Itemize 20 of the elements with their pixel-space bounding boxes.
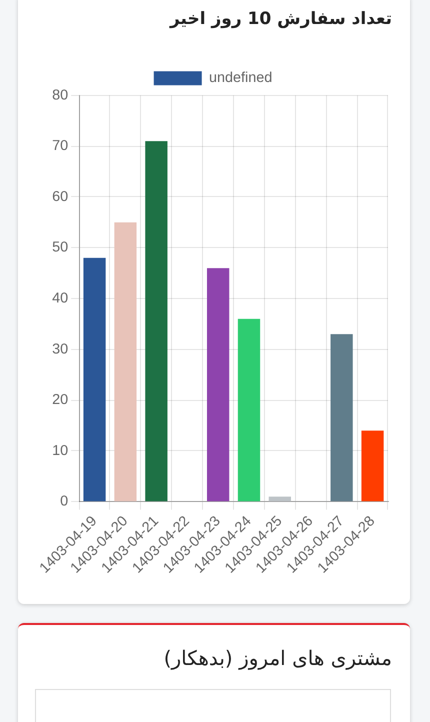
y-tick-label: 20 — [52, 392, 68, 408]
y-tick-label: 60 — [52, 188, 68, 205]
y-tick-label: 70 — [52, 138, 68, 154]
y-tick-label: 30 — [52, 341, 68, 358]
text: مشتری های امروز (بدهکار) — [164, 646, 392, 670]
bar — [361, 430, 384, 502]
y-tick-label: 50 — [52, 240, 68, 256]
chart-title: تعداد سفارش 10 روز اخیر — [170, 9, 392, 29]
y-tick-label: 80 — [52, 87, 68, 104]
y-tick-label: 0 — [60, 494, 68, 510]
y-tick-label: 10 — [52, 442, 68, 459]
bar — [145, 141, 168, 502]
bar — [114, 222, 137, 502]
bar — [206, 268, 230, 502]
bar — [238, 318, 260, 502]
bar — [330, 334, 353, 502]
y-tick-label: 40 — [52, 290, 68, 307]
bar — [268, 496, 292, 502]
bar — [83, 258, 106, 502]
legend-label: undefined — [208, 70, 272, 86]
